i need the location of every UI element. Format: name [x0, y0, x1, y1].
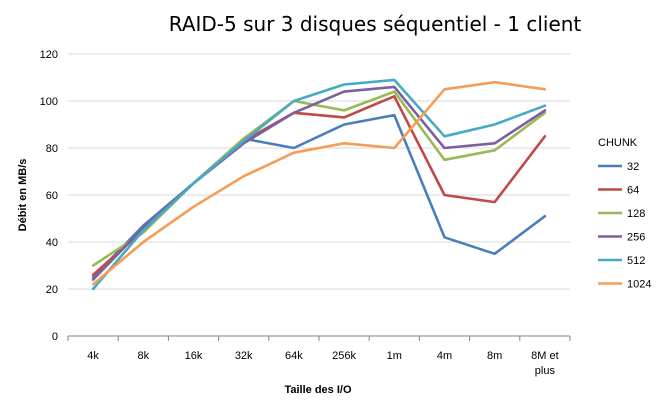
series-line-512	[91, 78, 547, 291]
x-tick-label: 32k	[235, 350, 253, 362]
x-tick-label: 8m	[487, 350, 502, 362]
y-tick-label: 0	[52, 331, 58, 343]
x-tick-label: 64k	[285, 350, 303, 362]
x-tick-label: 1m	[387, 350, 402, 362]
x-tick-label: 8k	[137, 350, 149, 362]
series-line-1024	[91, 80, 547, 286]
series-line-128	[91, 90, 547, 267]
y-tick-label: 60	[46, 190, 58, 202]
x-tick-labels: 4k 8k 16k 32k 64k 256k 1m 4m 8m 8M et plus	[67, 336, 571, 377]
legend-label: 128	[627, 208, 645, 220]
x-axis-label: Taille des I/O	[284, 384, 351, 396]
x-tick-label: 16k	[185, 350, 203, 362]
y-tick-label: 20	[46, 284, 58, 296]
y-tick-label: 80	[46, 143, 58, 155]
series-lines	[91, 78, 547, 291]
x-tick-label: 4k	[87, 350, 99, 362]
y-tick-label: 100	[40, 96, 58, 108]
legend-label: 1024	[627, 279, 651, 291]
chart-title: RAID-5 sur 3 disques séquentiel - 1 clie…	[169, 12, 582, 36]
x-tick-label: 4m	[437, 350, 452, 362]
y-tick-label: 40	[46, 237, 58, 249]
legend-label: 32	[627, 161, 639, 173]
legend: CHUNK 32 64 128 256 512 1024	[598, 137, 651, 291]
y-tick-label: 120	[40, 49, 58, 61]
legend-title: CHUNK	[598, 137, 638, 149]
y-tick-labels: 0 20 40 60 80 100 120	[40, 49, 58, 343]
x-tick-label: 256k	[332, 350, 356, 362]
legend-label: 512	[627, 255, 645, 267]
x-tick-label: 8M et plus	[531, 350, 559, 377]
legend-label: 256	[627, 232, 645, 244]
legend-label: 64	[627, 185, 639, 197]
series-line-32	[91, 113, 547, 279]
y-axis-label: Débit en MB/s	[17, 159, 29, 232]
